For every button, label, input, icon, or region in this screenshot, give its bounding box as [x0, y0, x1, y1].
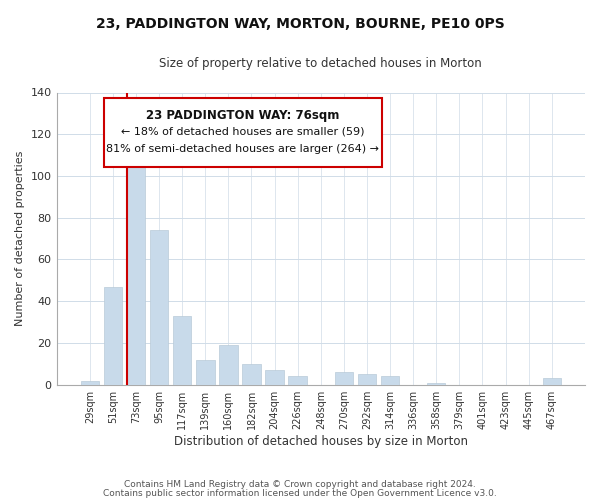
Text: ← 18% of detached houses are smaller (59): ← 18% of detached houses are smaller (59… — [121, 126, 365, 136]
Bar — [196, 360, 215, 384]
Bar — [150, 230, 169, 384]
Bar — [104, 286, 122, 384]
Text: 23 PADDINGTON WAY: 76sqm: 23 PADDINGTON WAY: 76sqm — [146, 110, 340, 122]
Y-axis label: Number of detached properties: Number of detached properties — [15, 151, 25, 326]
Bar — [381, 376, 400, 384]
Text: 81% of semi-detached houses are larger (264) →: 81% of semi-detached houses are larger (… — [106, 144, 379, 154]
Bar — [542, 378, 561, 384]
Bar — [358, 374, 376, 384]
Text: Contains HM Land Registry data © Crown copyright and database right 2024.: Contains HM Land Registry data © Crown c… — [124, 480, 476, 489]
Title: Size of property relative to detached houses in Morton: Size of property relative to detached ho… — [160, 58, 482, 70]
Bar — [265, 370, 284, 384]
Text: 23, PADDINGTON WAY, MORTON, BOURNE, PE10 0PS: 23, PADDINGTON WAY, MORTON, BOURNE, PE10… — [95, 18, 505, 32]
Bar — [80, 380, 99, 384]
Bar — [127, 162, 145, 384]
X-axis label: Distribution of detached houses by size in Morton: Distribution of detached houses by size … — [174, 434, 468, 448]
Text: Contains public sector information licensed under the Open Government Licence v3: Contains public sector information licen… — [103, 489, 497, 498]
Bar — [219, 345, 238, 385]
Bar — [242, 364, 261, 384]
Bar — [173, 316, 191, 384]
FancyBboxPatch shape — [104, 98, 382, 167]
Bar — [427, 382, 445, 384]
Bar — [335, 372, 353, 384]
Bar — [289, 376, 307, 384]
